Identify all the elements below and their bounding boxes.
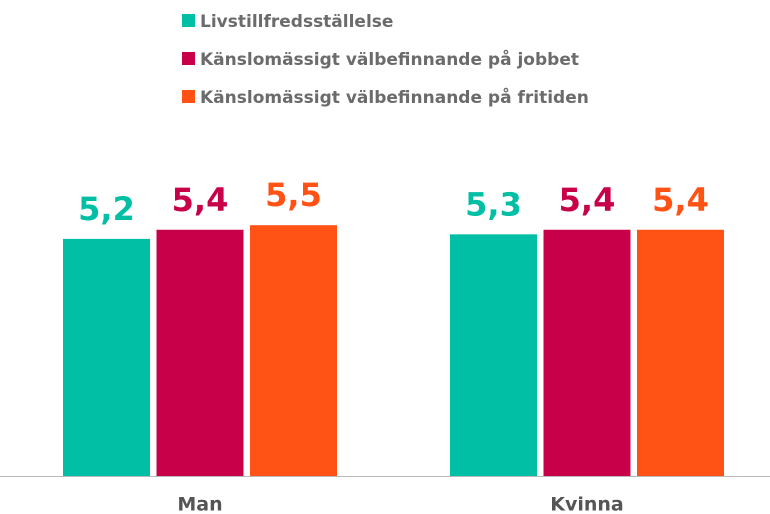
data-label: 5,4	[172, 181, 229, 219]
legend-swatch	[182, 90, 195, 103]
bar	[250, 225, 337, 476]
bar	[450, 234, 537, 476]
legend-label: Livstillfredsställelse	[200, 12, 393, 32]
legend-swatch	[182, 52, 195, 65]
x-tick-label: Kvinna	[550, 494, 624, 514]
bar	[637, 229, 724, 476]
data-label: 5,4	[652, 181, 709, 219]
bar	[156, 229, 244, 476]
legend-swatch	[182, 14, 195, 27]
data-label: 5,4	[559, 181, 616, 219]
legend-label: Känslomässigt välbefinnande på fritiden	[200, 86, 589, 108]
data-label: 5,5	[265, 176, 322, 214]
legend-label: Känslomässigt välbefinnande på jobbet	[200, 48, 579, 70]
x-tick-label: Man	[177, 494, 222, 514]
data-label: 5,2	[78, 190, 135, 228]
data-label: 5,3	[465, 185, 522, 223]
bar	[63, 238, 150, 476]
bar	[543, 229, 631, 476]
